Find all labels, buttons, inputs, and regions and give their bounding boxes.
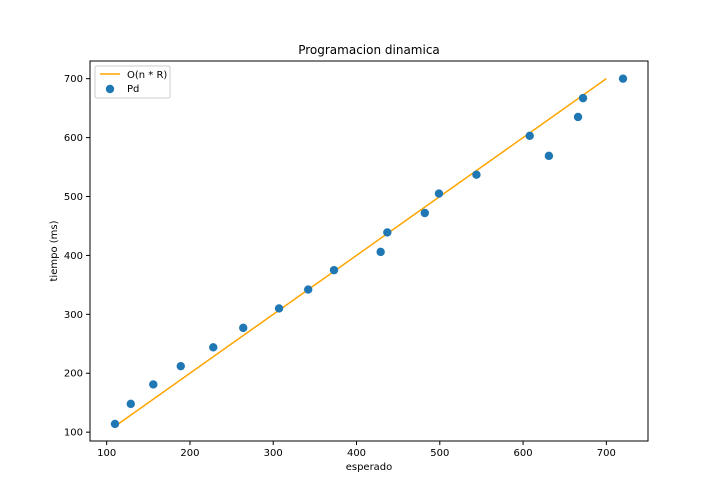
scatter-point-pd (239, 323, 248, 333)
scatter-point-pd (274, 304, 284, 313)
plot-frame (89, 60, 649, 442)
legend-label-line: O(n * R) (127, 70, 167, 81)
scatter-point-pd (110, 419, 120, 429)
scatter-point-pd (618, 74, 628, 83)
y-tick-label: 200 (64, 369, 83, 380)
axis-ticks: 100 200 300 400 500 600 700 100 200 300 400 500 600 7… (64, 74, 616, 459)
scatter-point-pd (472, 170, 481, 179)
x-tick-label: 400 (347, 448, 366, 459)
legend-label-scatter: Pd (127, 84, 139, 95)
scatter-point-pd (573, 112, 583, 122)
plot-area (110, 74, 628, 429)
y-tick-label: 700 (64, 74, 83, 85)
scatter-point-pd (383, 228, 392, 237)
y-tick-label: 400 (64, 251, 83, 262)
x-tick-label: 300 (264, 448, 283, 459)
scatter-point-pd (434, 189, 444, 198)
scatter-point-pd (578, 93, 588, 103)
chart-title: Programacion dinamica (298, 43, 440, 57)
scatter-point-pd (209, 343, 218, 352)
scatter-point-pd (304, 285, 313, 294)
y-tick-label: 300 (64, 310, 83, 321)
scatter-point-pd (126, 399, 136, 409)
scatter-point-pd (420, 208, 429, 218)
y-tick-label: 100 (64, 428, 83, 439)
series-line-o-n-r (114, 78, 607, 427)
scatter-point-pd (329, 265, 339, 275)
legend: O(n * R) Pd (94, 65, 171, 99)
scatter-point-pd (149, 380, 158, 389)
x-tick-label: 700 (597, 448, 616, 459)
scatter-point-pd (176, 361, 185, 371)
scatter-point-pd (525, 131, 534, 141)
legend-marker-swatch (105, 84, 115, 94)
scatter-point-pd (544, 151, 554, 161)
x-axis-label: esperado (346, 462, 393, 473)
x-tick-label: 500 (430, 448, 449, 459)
x-tick-label: 600 (514, 448, 533, 459)
scatter-point-pd (376, 247, 385, 257)
y-axis-label: tiempo (ms) (49, 220, 60, 281)
y-tick-label: 600 (64, 133, 83, 144)
x-tick-label: 200 (180, 448, 199, 459)
x-tick-label: 100 (97, 448, 116, 459)
y-tick-label: 500 (64, 192, 83, 203)
